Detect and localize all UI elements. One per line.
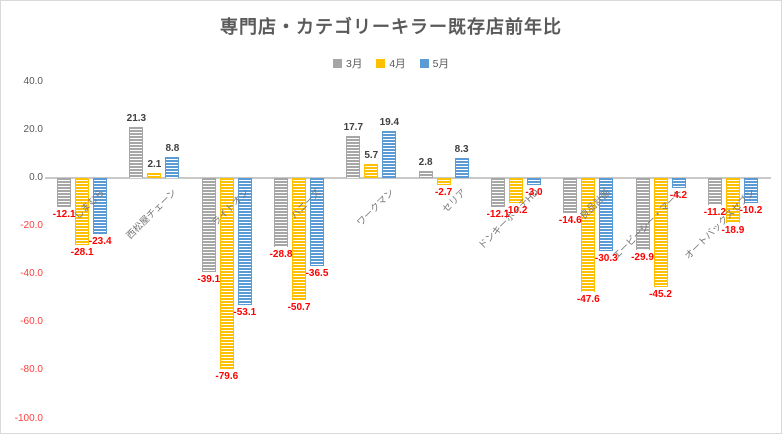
- bar-3月-セリア: [418, 171, 433, 178]
- data-label-4月-ワークマン: 5.7: [364, 150, 379, 162]
- data-label-3月-ハニーズ: -28.8: [269, 249, 293, 261]
- y-tick-n100: -100.0: [14, 413, 43, 424]
- y-tick-n60: -60.0: [20, 316, 43, 327]
- data-label-5月-ライトオン: -53.1: [233, 307, 257, 319]
- data-label-4月-ハニーズ: -50.7: [287, 301, 311, 313]
- legend-swatch-march-icon: [332, 59, 342, 68]
- data-label-5月-西松屋チェーン: 8.8: [165, 142, 180, 154]
- bar-5月-西松屋チェーン: [165, 156, 180, 178]
- data-label-5月-オートバックスセブン: -10.2: [739, 204, 763, 216]
- y-tick-n20: -20.0: [20, 220, 43, 231]
- data-label-4月-ドンキーホーテHD: -10.2: [504, 204, 528, 216]
- data-label-5月-エービーシー・マート: -4.2: [669, 190, 688, 202]
- data-label-4月-しまむら: -28.1: [70, 247, 94, 259]
- data-label-4月-オートバックスセブン: -18.9: [721, 225, 745, 237]
- bar-5月-ワークマン: [382, 131, 397, 178]
- data-label-5月-良品計画: -30.3: [594, 252, 618, 264]
- y-tick-0: 0.0: [29, 172, 43, 183]
- y-tick-20: 20.0: [23, 124, 43, 135]
- data-label-3月-エービーシー・マート: -29.9: [631, 251, 654, 263]
- y-tick-n40: -40.0: [20, 268, 43, 279]
- data-label-4月-ライトオン: -79.6: [215, 371, 239, 382]
- data-label-3月-ドンキーホーテHD: -12.1: [486, 209, 510, 220]
- bar-5月-オートバックスセブン: [743, 178, 758, 203]
- data-label-5月-ワークマン: 19.4: [379, 117, 400, 129]
- bar-3月-良品計画: [563, 178, 578, 213]
- data-label-3月-ライトオン: -39.1: [197, 273, 221, 285]
- bar-4月-ワークマン: [364, 164, 379, 178]
- data-label-3月-西松屋チェーン: 21.3: [126, 112, 147, 124]
- data-label-4月-西松屋チェーン: 2.1: [147, 159, 162, 170]
- legend-label-may: 5月: [432, 58, 450, 70]
- bar-3月-ハニーズ: [274, 178, 288, 248]
- bar-3月-ライトオン: [201, 178, 216, 272]
- bar-4月-西松屋チェーン: [147, 173, 162, 178]
- bar-3月-しまむら: [57, 178, 72, 207]
- legend-swatch-may-icon: [419, 59, 429, 68]
- data-label-4月-良品計画: -47.6: [576, 294, 600, 306]
- bar-5月-ライトオン: [237, 178, 252, 306]
- bar-4月-良品計画: [581, 178, 596, 293]
- bar-4月-ハニーズ: [292, 178, 306, 300]
- category-label-ワークマン: ワークマン: [354, 187, 397, 229]
- legend-label-march: 3月: [345, 58, 363, 70]
- data-label-5月-ドンキーホーテHD: -3.0: [525, 187, 543, 199]
- y-tick-40: 40.0: [23, 76, 43, 87]
- bar-3月-西松屋チェーン: [129, 126, 144, 178]
- bar-4月-セリア: [436, 178, 451, 185]
- data-label-5月-ハニーズ: -36.5: [305, 267, 329, 279]
- legend-item-april: 4月: [376, 56, 406, 71]
- bar-5月-エービーシー・マート: [671, 178, 686, 189]
- data-label-4月-セリア: -2.7: [434, 186, 453, 198]
- bar-5月-ドンキーホーテHD: [527, 178, 541, 186]
- bar-4月-しまむら: [75, 178, 90, 246]
- data-label-3月-オートバックスセブン: -11.2: [703, 206, 727, 218]
- bar-5月-しまむら: [93, 178, 108, 235]
- data-label-3月-良品計画: -14.6: [558, 215, 582, 226]
- chart-title: 専門店・カテゴリーキラー既存店前年比: [220, 17, 562, 37]
- data-label-3月-セリア: 2.8: [418, 157, 433, 169]
- bar-3月-エービーシー・マート: [635, 178, 650, 250]
- bar-4月-ドンキーホーテHD: [509, 178, 523, 203]
- legend-item-march: 3月: [332, 56, 363, 71]
- y-axis: 40.0 20.0 0.0 -20.0 -40.0 -60.0 -80.0 -1…: [9, 1, 43, 433]
- bar-3月-オートバックスセブン: [707, 178, 722, 205]
- bar-5月-良品計画: [599, 178, 614, 251]
- legend-item-may: 5月: [419, 56, 450, 71]
- bar-3月-ドンキーホーテHD: [491, 178, 505, 207]
- bar-4月-オートバックスセブン: [725, 178, 740, 224]
- zero-axis-line: [45, 177, 771, 179]
- data-label-5月-セリア: 8.3: [454, 144, 469, 156]
- bar-4月-ライトオン: [219, 178, 234, 369]
- data-label-3月-しまむら: -12.1: [52, 209, 76, 220]
- data-label-3月-ワークマン: 17.7: [343, 121, 364, 133]
- data-label-5月-しまむら: -23.4: [88, 236, 112, 248]
- legend-swatch-april-icon: [376, 59, 386, 68]
- bar-3月-ワークマン: [346, 135, 361, 178]
- legend: 3月 4月 5月: [1, 56, 781, 71]
- bar-5月-ハニーズ: [310, 178, 324, 266]
- legend-label-april: 4月: [389, 58, 406, 70]
- bar-5月-セリア: [454, 158, 469, 178]
- data-label-4月-エービーシー・マート: -45.2: [649, 288, 672, 300]
- y-tick-n80: -80.0: [20, 364, 43, 375]
- category-label-西松屋チェーン: 西松屋チェーン: [124, 187, 180, 242]
- bar-4月-エービーシー・マート: [653, 178, 668, 287]
